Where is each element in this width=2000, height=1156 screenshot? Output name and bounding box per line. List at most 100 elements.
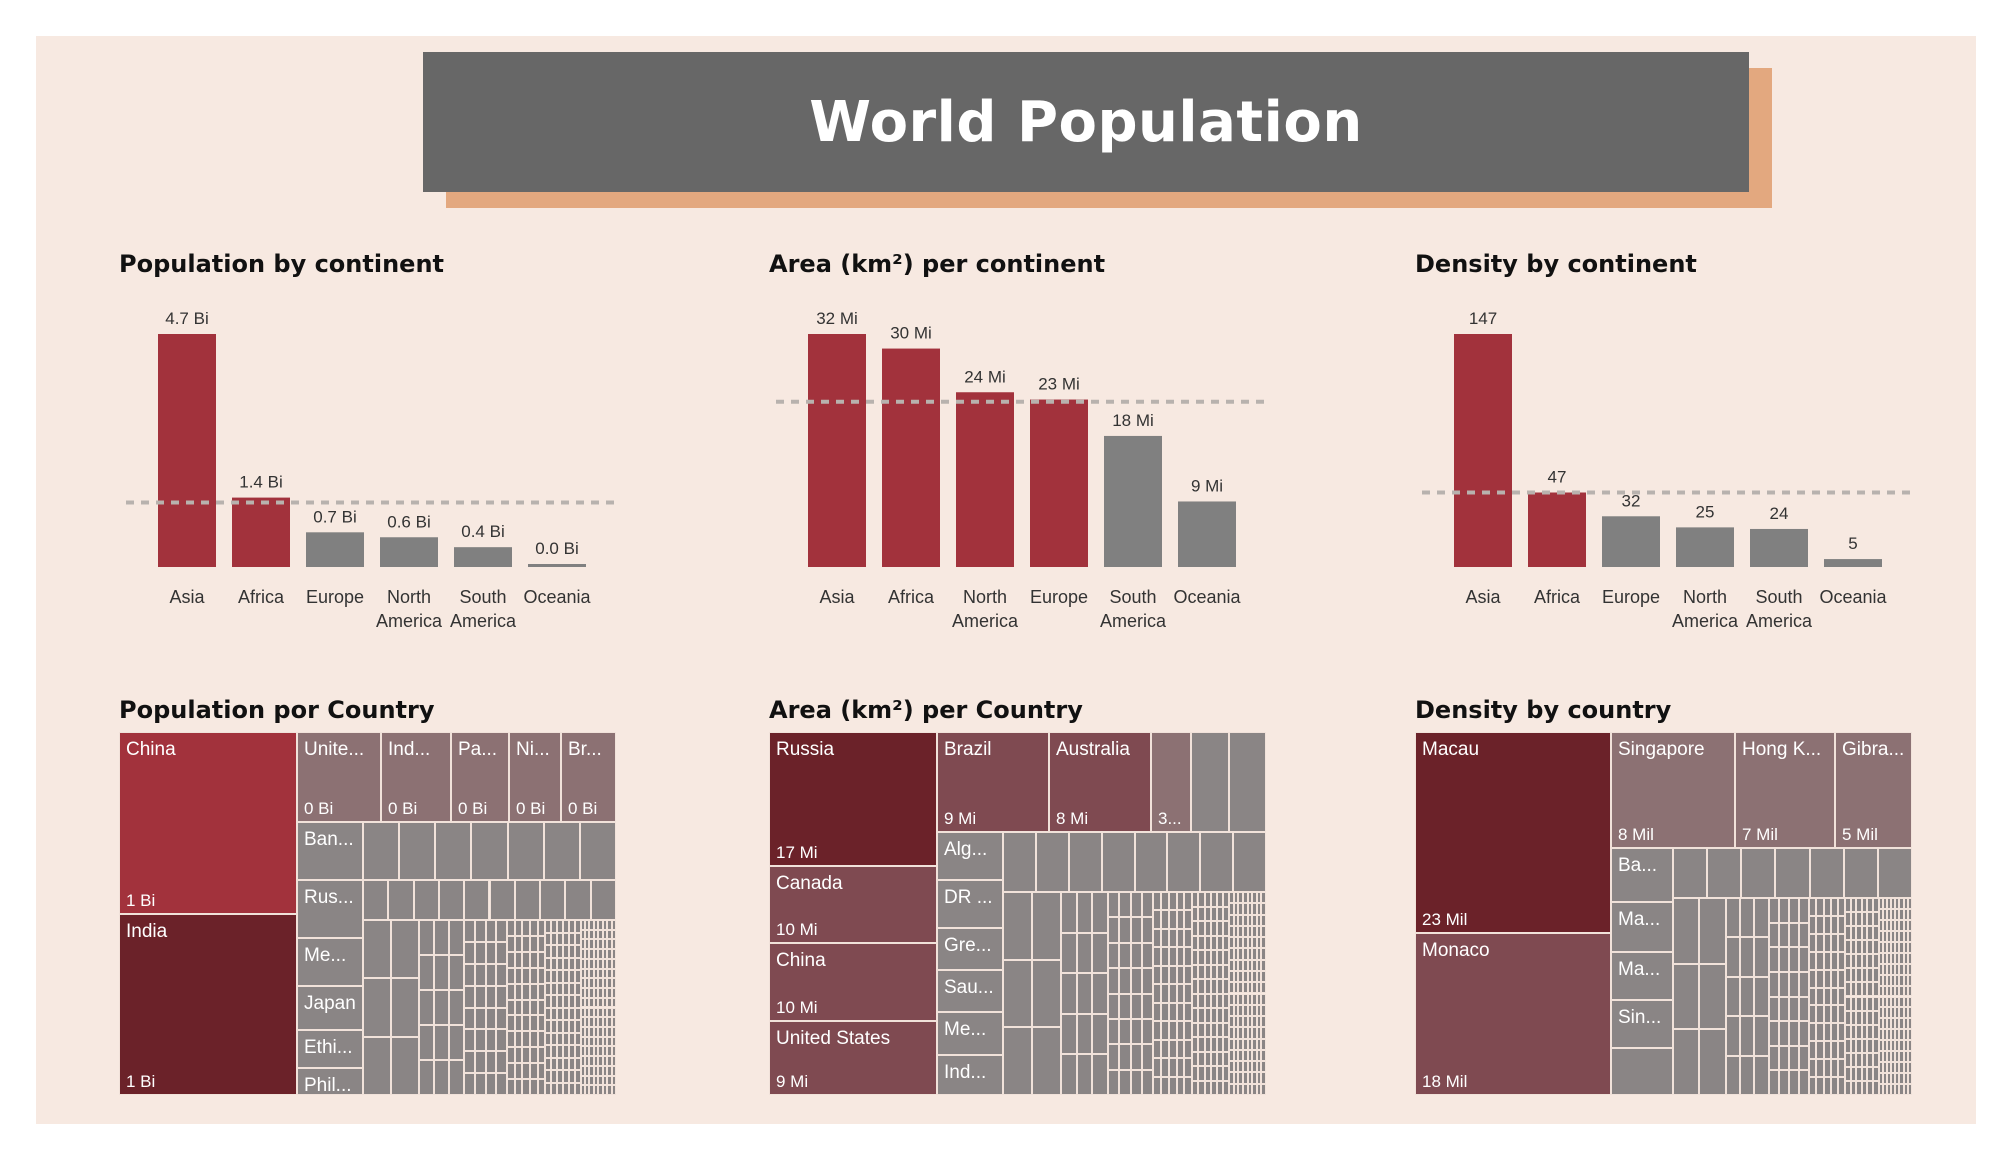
tile-small[interactable] [1845,968,1851,983]
tile-small[interactable] [1256,1027,1262,1039]
tile-country[interactable]: Ethi... [297,1030,363,1068]
tile-small[interactable] [1867,912,1873,927]
tile-small[interactable] [1247,970,1253,983]
tile-small[interactable] [1707,848,1742,898]
tile-small[interactable] [1256,982,1262,994]
tile-small[interactable] [1198,906,1205,921]
tile-small[interactable] [598,1085,603,1095]
tile-small[interactable] [1176,1076,1185,1095]
tile-small[interactable] [1184,965,1193,985]
tile-small[interactable] [607,1007,612,1018]
tile-small[interactable] [1856,926,1862,941]
tile-small[interactable] [474,941,486,964]
tile-small[interactable] [1160,892,1169,911]
tile-small[interactable] [1830,987,1838,1006]
tile-small[interactable] [1903,1007,1908,1019]
tile-small[interactable] [529,951,538,968]
tile-small[interactable] [1903,1029,1908,1041]
tile-small[interactable] [611,968,616,979]
tile-country[interactable]: Ban... [297,822,363,880]
tile-small[interactable] [1210,950,1217,965]
tile-small[interactable] [1210,1037,1217,1052]
tile-small[interactable] [1223,1066,1230,1081]
tile-small[interactable] [611,1056,616,1066]
tile-small[interactable] [1872,1080,1879,1095]
tile-small[interactable] [568,1057,575,1070]
tile-small[interactable] [1856,1010,1862,1025]
tile-small[interactable] [1799,922,1810,948]
tile-small[interactable] [1176,910,1185,929]
tile-small[interactable] [1886,963,1892,975]
tile-small[interactable] [551,1045,557,1058]
tile-small[interactable] [593,939,599,950]
tile-small[interactable] [1823,987,1831,1006]
tile-small[interactable] [1152,928,1161,948]
tile-small[interactable] [1699,1029,1726,1095]
tile-small[interactable] [1238,937,1243,949]
tile-small[interactable] [1882,1018,1887,1030]
tile-small[interactable] [1850,1038,1857,1053]
tile-small[interactable] [1238,1016,1243,1028]
tile-small[interactable] [1076,973,1093,1014]
tile-small[interactable] [474,1051,486,1074]
tile-small[interactable] [602,939,608,950]
tile-small[interactable] [574,1032,581,1045]
tile-small[interactable] [590,880,616,920]
tile-small[interactable] [1816,1005,1824,1024]
tile-small[interactable] [545,957,552,970]
tile-small[interactable] [1130,993,1142,1019]
tile-small[interactable] [1247,1038,1253,1050]
tile-small[interactable] [1768,898,1779,923]
tile-small[interactable] [1256,1004,1262,1017]
tile-small[interactable] [562,982,569,995]
tile-small[interactable] [1223,1022,1230,1037]
tile-small[interactable] [1229,914,1234,926]
tile-small[interactable] [562,945,569,958]
tile-small[interactable] [390,978,419,1037]
tile-small[interactable] [545,1020,552,1033]
tile-small[interactable] [1809,933,1817,952]
tile-small[interactable] [496,1007,508,1030]
tile-small[interactable] [1725,898,1740,938]
tile-small[interactable] [1256,925,1262,938]
tile-small[interactable] [1823,898,1831,916]
tile-small[interactable] [1899,996,1904,1008]
tile-small[interactable] [514,920,523,936]
tile-small[interactable] [418,955,434,990]
tile-small[interactable] [1228,732,1266,832]
tile-small[interactable] [1861,1052,1868,1067]
tile-small[interactable] [562,1070,569,1083]
tile-small[interactable] [1739,898,1755,938]
tile-small[interactable] [1867,898,1873,913]
tile-small[interactable] [1168,1021,1177,1040]
tile-small[interactable] [418,990,434,1025]
tile-small[interactable] [489,880,515,920]
tile-small[interactable] [1242,892,1248,904]
tile-small[interactable] [551,1007,557,1020]
tile-small[interactable] [1192,1080,1199,1095]
tile-small[interactable] [1160,1076,1169,1095]
tile-small[interactable] [1895,963,1900,975]
tile-small[interactable] [1184,1058,1193,1077]
tile-small[interactable] [1872,1024,1879,1039]
tile-small[interactable] [1204,1066,1211,1081]
tile-small[interactable] [611,929,616,940]
tile-small[interactable] [1907,1018,1912,1030]
tile-small[interactable] [1823,1005,1831,1024]
tile-small[interactable] [1242,937,1248,949]
bar-1-5[interactable] [1178,501,1236,567]
tile-small[interactable] [593,1026,599,1037]
tile-small[interactable] [568,932,575,945]
tile-small[interactable] [418,920,434,955]
tile-small[interactable] [1256,1083,1262,1095]
tile-small[interactable] [1903,974,1908,986]
tile-small[interactable] [1204,1037,1211,1052]
tile-country[interactable]: Sau... [937,970,1003,1012]
bar-1-1[interactable] [882,348,940,567]
tile-small[interactable] [1003,832,1036,892]
tile-small[interactable] [556,982,563,995]
tile-small[interactable] [1673,1029,1700,1095]
tile-small[interactable] [562,920,569,933]
tile-small[interactable] [1872,940,1879,955]
tile-small[interactable] [1210,921,1217,936]
